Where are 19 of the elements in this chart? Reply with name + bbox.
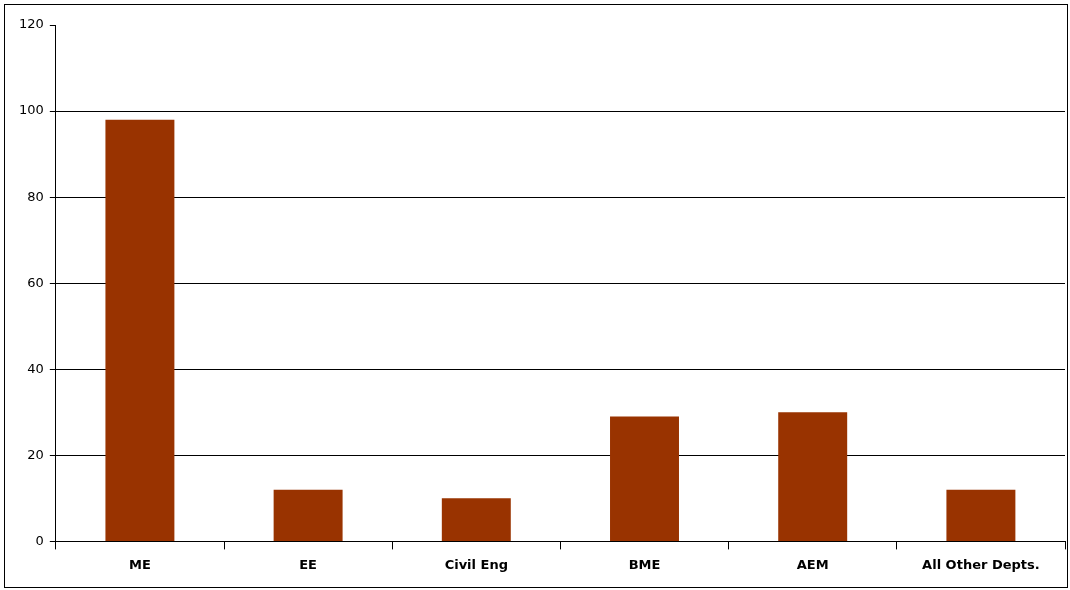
y-tick-label: 120 bbox=[18, 16, 44, 32]
y-tick-label: 40 bbox=[27, 360, 44, 376]
bar bbox=[610, 416, 679, 541]
y-tick-label: 80 bbox=[27, 188, 44, 204]
x-tick-label: AEM bbox=[796, 556, 829, 572]
x-tick-label: BME bbox=[628, 556, 661, 572]
bar bbox=[946, 489, 1016, 541]
y-tick-label: 60 bbox=[27, 274, 44, 290]
bar bbox=[273, 489, 343, 541]
bar bbox=[105, 119, 175, 541]
y-tick-label: 0 bbox=[35, 532, 44, 548]
y-tick-label: 20 bbox=[27, 446, 44, 462]
bar bbox=[441, 498, 511, 541]
x-tick-label: ME bbox=[129, 556, 151, 572]
x-tick-label: EE bbox=[299, 556, 317, 572]
bar bbox=[778, 412, 848, 541]
x-tick-label: Civil Eng bbox=[444, 556, 508, 572]
x-tick-label: All Other Depts. bbox=[922, 556, 1040, 572]
y-tick-label: 100 bbox=[18, 102, 44, 118]
